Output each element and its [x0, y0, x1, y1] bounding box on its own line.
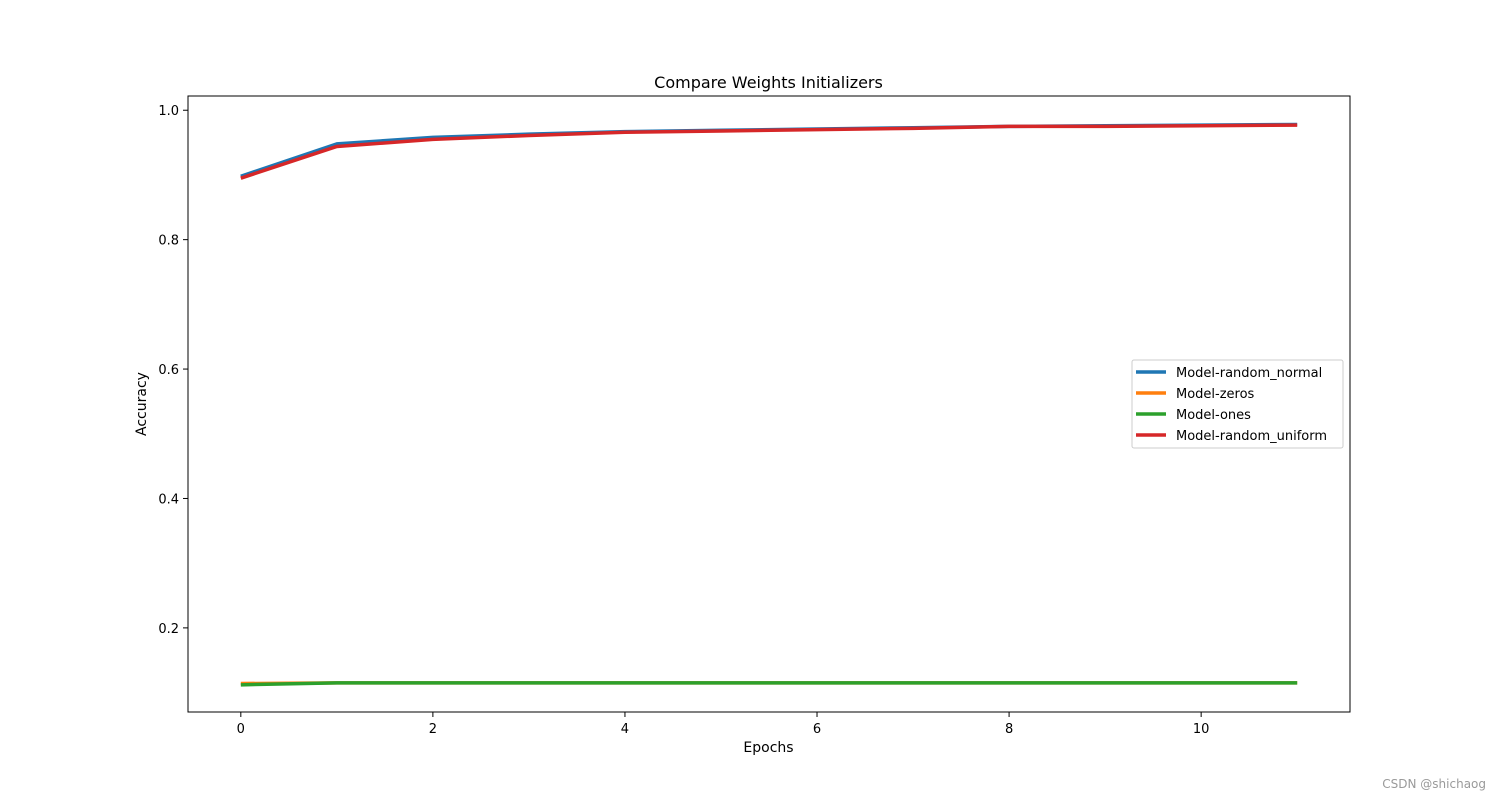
- y-tick-label: 1.0: [158, 104, 179, 119]
- x-tick-label: 8: [1005, 722, 1013, 737]
- y-tick-label: 0.8: [158, 234, 179, 249]
- legend-label: Model-ones: [1176, 408, 1251, 423]
- y-tick-label: 0.2: [158, 622, 179, 637]
- y-axis-label: Accuracy: [134, 372, 150, 436]
- watermark: CSDN @shichaog: [1382, 777, 1486, 791]
- series-line-Model-ones: [240, 681, 1298, 687]
- x-tick-label: 0: [237, 722, 245, 737]
- legend: Model-random_normal Model-zeros Model-ones…: [1131, 359, 1344, 449]
- series-line-Model-random_uniform: [240, 123, 1298, 180]
- y-tick-label: 0.4: [158, 492, 179, 507]
- legend-label: Model-random_uniform: [1176, 429, 1327, 444]
- plot-frame: [187, 95, 1351, 713]
- y-tick-label: 0.6: [158, 363, 179, 378]
- legend-box: [1131, 359, 1344, 449]
- x-tick-label: 4: [621, 722, 629, 737]
- x-tick-label: 2: [429, 722, 437, 737]
- chart-title: Compare Weights Initializers: [654, 73, 883, 92]
- series-line-Model-random_normal: [240, 122, 1298, 178]
- x-axis-label: Epochs: [743, 740, 793, 756]
- y-axis: 0.2 0.4 0.6 0.8 1.0: [158, 104, 188, 637]
- x-tick-label: 6: [813, 722, 821, 737]
- x-tick-label: 10: [1193, 722, 1210, 737]
- legend-label: Model-zeros: [1176, 387, 1255, 402]
- legend-label: Model-random_normal: [1176, 366, 1322, 381]
- x-axis: 0 2 4 6 8 10: [237, 712, 1210, 737]
- series-layer: [240, 122, 1298, 687]
